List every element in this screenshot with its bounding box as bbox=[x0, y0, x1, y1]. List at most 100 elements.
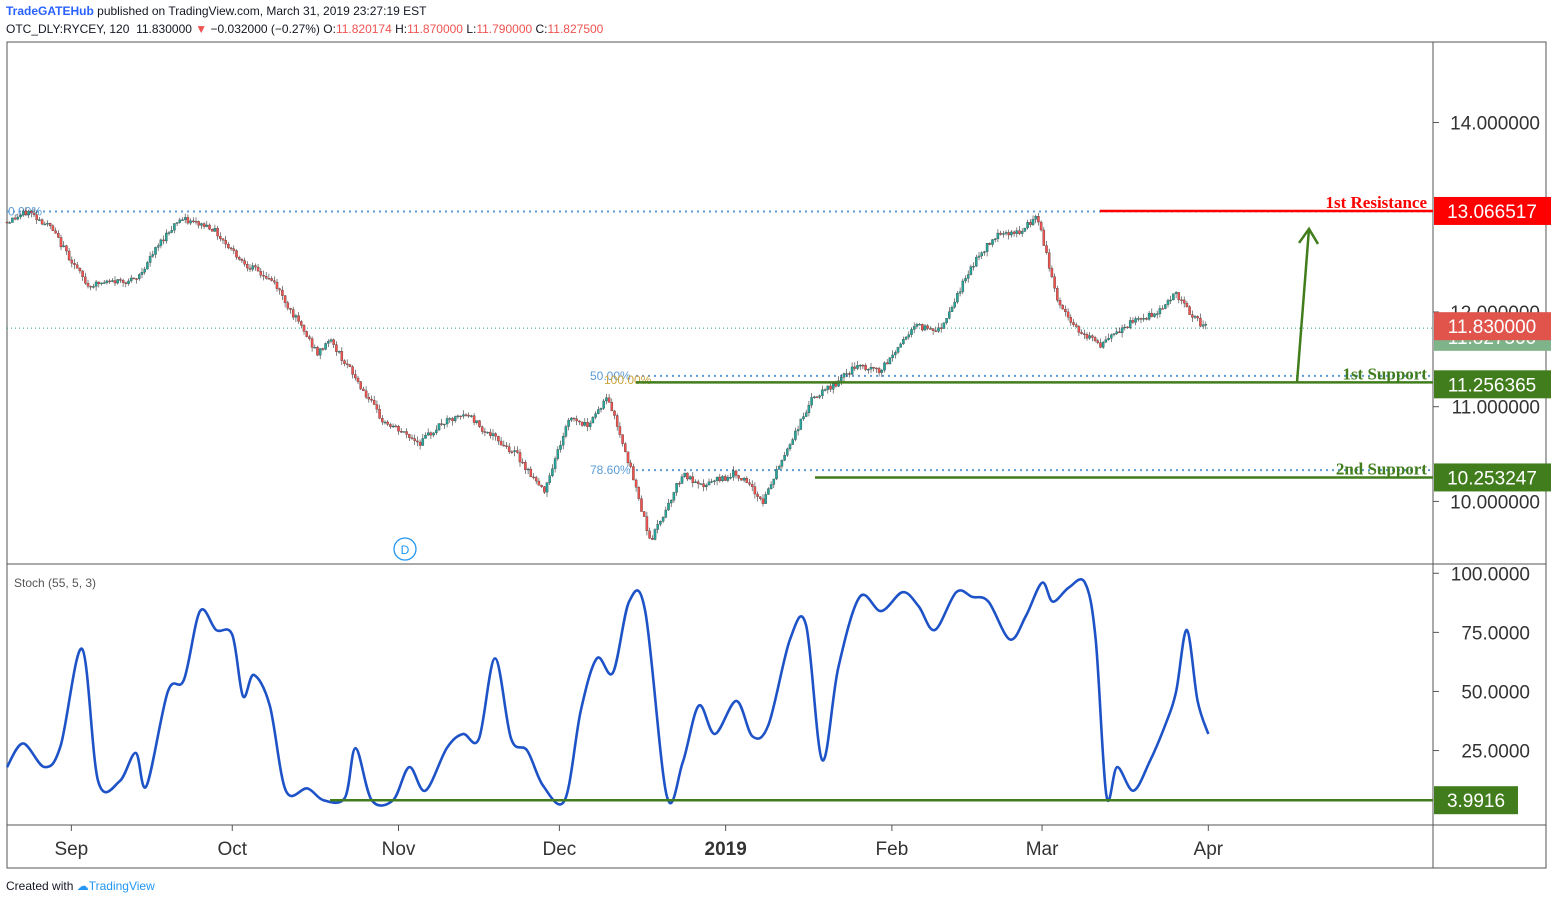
candle-body bbox=[516, 450, 519, 453]
candle-body bbox=[1099, 342, 1102, 348]
candle-body bbox=[872, 367, 875, 369]
candle-body bbox=[278, 288, 281, 291]
candle-body bbox=[775, 469, 778, 480]
candle-body bbox=[688, 476, 692, 480]
candle-body bbox=[1020, 231, 1024, 234]
candle-body bbox=[1169, 299, 1172, 302]
candle-body bbox=[780, 460, 784, 467]
candle-body bbox=[969, 266, 973, 275]
candle-body bbox=[127, 280, 130, 284]
candle-body bbox=[445, 418, 449, 425]
candle-body bbox=[723, 476, 727, 481]
candle-body bbox=[424, 434, 427, 439]
candle-body bbox=[397, 426, 400, 432]
candle-body bbox=[521, 461, 524, 464]
stoch-tick-label: 50.0000 bbox=[1461, 682, 1530, 703]
candle-body bbox=[410, 437, 414, 439]
candle-body bbox=[1080, 332, 1083, 334]
candle-body bbox=[1191, 314, 1194, 318]
candle-body bbox=[1023, 227, 1027, 232]
candle-body bbox=[699, 483, 703, 485]
candle-body bbox=[121, 279, 125, 283]
support-2-label: 2nd Support bbox=[1336, 459, 1428, 478]
candle-body bbox=[294, 315, 298, 318]
candle-body bbox=[1074, 324, 1078, 327]
candle-body bbox=[329, 339, 333, 342]
candle-body bbox=[910, 329, 913, 335]
candle-body bbox=[186, 217, 190, 224]
candle-body bbox=[335, 344, 338, 352]
candle-body bbox=[5, 221, 9, 224]
candle-body bbox=[756, 493, 759, 497]
candle-body bbox=[464, 414, 468, 416]
candle-body bbox=[1077, 326, 1081, 333]
candle-body bbox=[1201, 324, 1205, 327]
symbol-label[interactable]: OTC_DLY:RYCEY, 120 bbox=[6, 22, 130, 36]
candle-body bbox=[1004, 232, 1008, 234]
candle-body bbox=[796, 429, 800, 432]
publisher-name[interactable]: TradeGATEHub bbox=[6, 4, 94, 18]
candle-body bbox=[113, 280, 117, 284]
candle-body bbox=[597, 409, 600, 414]
candle-body bbox=[246, 264, 249, 269]
candle-body bbox=[316, 347, 319, 356]
candle-body bbox=[853, 366, 857, 369]
candle-body bbox=[308, 336, 311, 339]
candle-body bbox=[251, 265, 254, 270]
candle-body bbox=[729, 477, 732, 479]
candle-body bbox=[653, 529, 657, 540]
tradingview-logo-icon[interactable]: ☁ bbox=[76, 879, 89, 893]
candle-body bbox=[1150, 312, 1154, 317]
candle-body bbox=[386, 421, 389, 425]
candle-body bbox=[742, 478, 746, 481]
candle-body bbox=[591, 417, 595, 424]
candle-body bbox=[823, 389, 827, 391]
resistance-price-text: 13.066517 bbox=[1447, 202, 1537, 223]
time-tick-label: Nov bbox=[382, 839, 416, 860]
last-price-value: 11.830000 bbox=[136, 22, 192, 36]
candle-body bbox=[750, 484, 754, 487]
candle-body bbox=[880, 370, 884, 373]
candle-body bbox=[491, 433, 495, 436]
candle-body bbox=[861, 364, 865, 367]
candle-body bbox=[858, 364, 862, 367]
candle-body bbox=[156, 245, 160, 248]
candle-body bbox=[1015, 230, 1019, 234]
candle-body bbox=[721, 476, 724, 482]
candle-body bbox=[618, 426, 622, 435]
stoch-support-text: 3.9916 bbox=[1447, 791, 1505, 812]
candle-body bbox=[1153, 313, 1156, 317]
candle-body bbox=[1093, 337, 1097, 341]
candle-body bbox=[615, 415, 619, 427]
candle-body bbox=[418, 441, 422, 446]
candle-body bbox=[958, 291, 962, 294]
tradingview-brand[interactable]: TradingView bbox=[88, 879, 155, 893]
candle-body bbox=[761, 498, 765, 504]
candle-body bbox=[634, 479, 638, 488]
candle-body bbox=[459, 415, 462, 418]
candle-body bbox=[351, 366, 354, 375]
candle-body bbox=[1115, 331, 1118, 334]
candle-body bbox=[86, 283, 90, 287]
time-tick-label: Dec bbox=[542, 839, 576, 860]
candle-body bbox=[524, 462, 527, 470]
candle-body bbox=[645, 516, 649, 532]
candle-body bbox=[842, 373, 846, 378]
candle-body bbox=[283, 295, 287, 303]
candle-body bbox=[102, 282, 106, 284]
candle-body bbox=[983, 251, 986, 253]
candle-body bbox=[345, 363, 349, 365]
candle-body bbox=[426, 432, 430, 436]
candle-body bbox=[931, 328, 935, 331]
candle-body bbox=[1120, 327, 1124, 334]
candle-body bbox=[472, 415, 476, 423]
stoch-support-box bbox=[1434, 786, 1518, 815]
candle-body bbox=[626, 451, 630, 464]
candle-body bbox=[648, 530, 651, 539]
candle-body bbox=[1123, 326, 1127, 329]
support-2-price-box bbox=[1434, 463, 1551, 492]
candle-body bbox=[1137, 318, 1140, 320]
candle-body bbox=[1018, 230, 1021, 234]
price-tick-label: 10.000000 bbox=[1450, 492, 1540, 513]
